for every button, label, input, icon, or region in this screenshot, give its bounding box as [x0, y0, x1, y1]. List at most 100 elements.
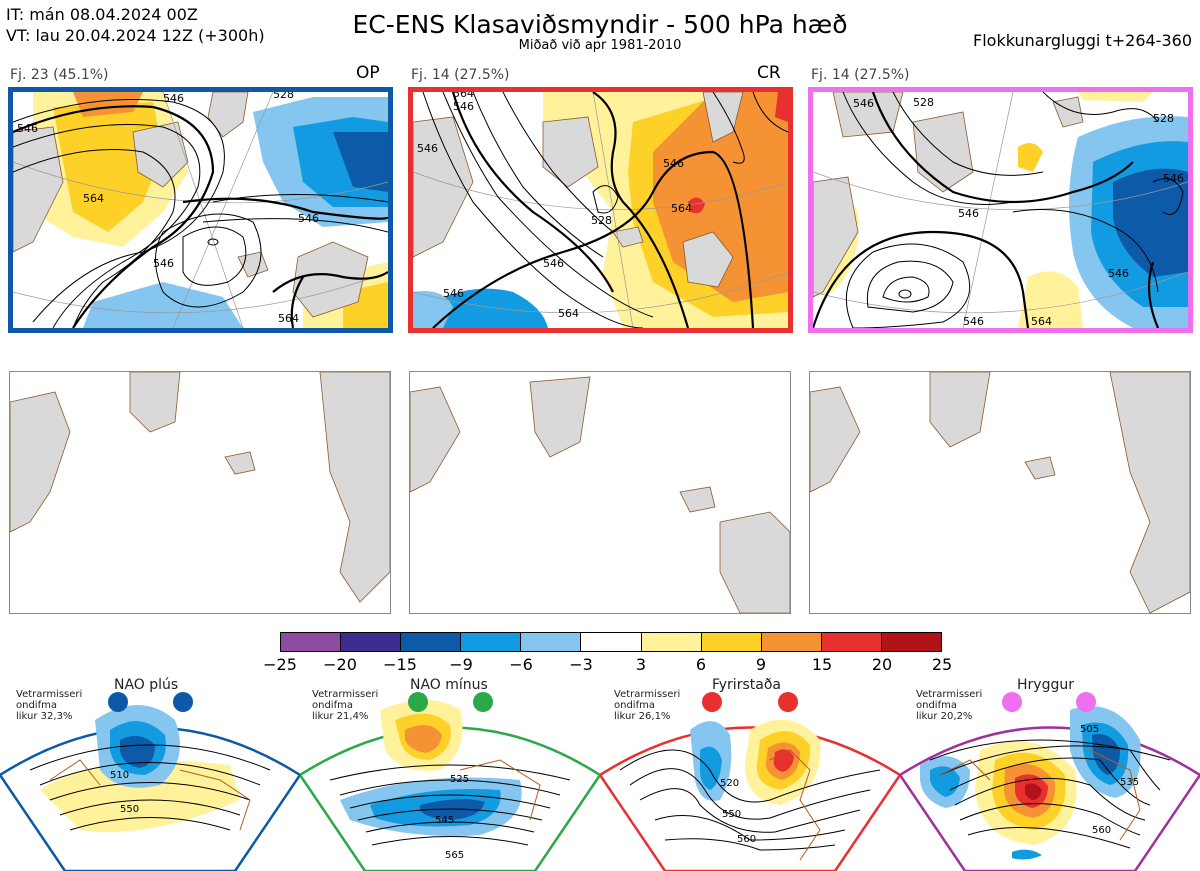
land-greenland: [410, 386, 461, 493]
cluster-2-tag: CR: [757, 63, 781, 83]
basemap-svg: [410, 376, 790, 613]
height-contour: [13, 124, 201, 328]
height-contour: [967, 826, 1131, 849]
height-contour: [712, 92, 745, 164]
positive-anomaly: [1078, 92, 1153, 102]
colorbar-label: −3: [569, 655, 593, 674]
land-scandinavia: [682, 231, 734, 288]
land-greenland: [413, 116, 474, 258]
height-contour: [892, 92, 1044, 176]
colorbar: [280, 632, 942, 652]
positive-anomaly: [405, 725, 442, 753]
contour-label: 560: [737, 834, 756, 845]
basemap-svg: [10, 372, 390, 603]
colorbar-swatch: [701, 633, 762, 651]
height-contour: [357, 808, 543, 821]
height-contour: [29, 744, 271, 771]
land-svalbard: [207, 92, 249, 138]
graticule: [813, 271, 1188, 314]
height-contour: [949, 757, 1151, 806]
regime-3-map: 520 550 560: [600, 692, 900, 871]
land-canada: [132, 121, 189, 188]
cluster-2-map-svg: 546 546 528 564 546 546 564 546 564: [413, 92, 788, 328]
colorbar-swatch: [581, 633, 642, 651]
contour-label: 535: [1120, 777, 1139, 788]
contour-label: 546: [663, 157, 684, 170]
regime-marker-dot: [473, 692, 493, 712]
regime-marker-dot: [702, 692, 722, 712]
graticule: [813, 171, 1188, 211]
contour-label: 546: [417, 142, 438, 155]
contour-label: 525: [450, 774, 469, 785]
positive-anomaly: [1018, 143, 1043, 172]
regime-1-title: NAO plús: [114, 677, 179, 693]
colorbar-swatch: [641, 633, 702, 651]
height-contour: [592, 185, 619, 214]
regime-marker-dot: [778, 692, 798, 712]
regime-4-info: Vetrarmisseri ondifma likur 20,2%: [916, 689, 982, 722]
secondary-map-3: [809, 371, 1191, 614]
contour-label: 528: [273, 92, 294, 101]
contour-label: 546: [1108, 267, 1129, 280]
bold-contour: [13, 105, 215, 328]
coastline: [49, 759, 251, 831]
regime-1-desc: ondifma: [16, 700, 57, 711]
contour-label: 528: [913, 96, 934, 109]
height-contour: [329, 764, 571, 781]
height-contour: [49, 782, 251, 801]
regime-4-map: 505 535 560: [900, 692, 1200, 871]
cluster-1-label: Fj. 23 (45.1%): [10, 67, 109, 83]
colorbar-label: 20: [871, 655, 893, 674]
colorbar-label: 6: [695, 655, 707, 674]
colorbar-label: −15: [383, 655, 417, 674]
colorbar-label: −9: [449, 655, 473, 674]
regime-3-title: Fyrirstaða: [712, 677, 781, 693]
colorbar-swatch: [521, 633, 582, 651]
height-contour: [442, 92, 654, 318]
height-contour: [845, 243, 971, 328]
height-contour: [472, 92, 604, 258]
regime-marker-dot: [173, 692, 193, 712]
regime-2-season: Vetrarmisseri: [312, 689, 379, 700]
colorbar-swatch: [821, 633, 882, 651]
height-contour: [866, 260, 954, 313]
run-info: IT: mán 08.04.2024 00Z VT: lau 20.04.202…: [6, 4, 265, 46]
cluster-1-map: 546 546 564 546 546 528 564: [8, 87, 393, 333]
land-iceland: [679, 486, 716, 513]
coastline: [459, 759, 541, 821]
bold-contour: [432, 150, 755, 328]
height-contour: [639, 788, 861, 833]
regime-marker-dot: [108, 692, 128, 712]
land-iceland: [612, 226, 644, 248]
contour-label: 564: [671, 202, 692, 215]
colorbar-swatch: [281, 633, 342, 651]
land-svalbard: [1052, 96, 1084, 128]
contour-label: 564: [453, 92, 474, 100]
regime-marker-dot: [408, 692, 428, 712]
anomaly-peak: [775, 92, 788, 122]
contour-label: 520: [720, 778, 739, 789]
negative-anomaly: [120, 736, 155, 768]
contour-label: 560: [1092, 825, 1111, 836]
regime-3-probability: likur 26,1%: [614, 711, 671, 722]
height-contour: [1042, 92, 1159, 123]
coastline: [939, 749, 1141, 841]
regime-1-probability: likur 32,3%: [16, 711, 73, 722]
regime-marker-dot: [1002, 692, 1022, 712]
negative-anomaly: [333, 132, 388, 192]
page-title: EC-ENS Klasaviðsmyndir - 500 hPa hæð: [352, 10, 848, 39]
negative-anomaly: [428, 288, 548, 328]
bold-contour: [813, 230, 1030, 328]
contour-label: 564: [278, 312, 299, 325]
anomaly-peak: [773, 749, 794, 772]
graticule: [413, 171, 788, 211]
height-contour: [349, 794, 551, 809]
contour-label: 546: [958, 207, 979, 220]
contour-label: 546: [163, 92, 184, 105]
land-svalbard: [702, 92, 744, 143]
negative-anomaly: [1113, 168, 1188, 277]
height-contour: [629, 768, 871, 820]
height-contour: [13, 149, 176, 328]
clustering-window: Flokkunargluggi t+264-360: [973, 31, 1192, 50]
height-contour: [69, 817, 231, 831]
